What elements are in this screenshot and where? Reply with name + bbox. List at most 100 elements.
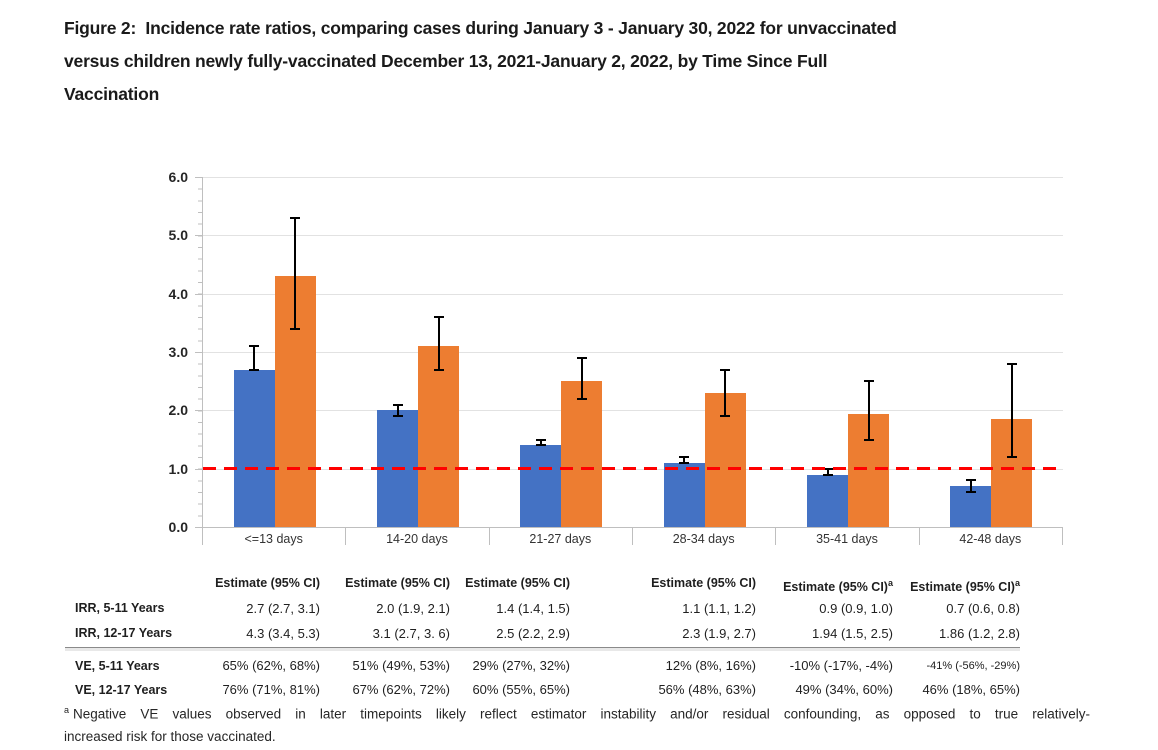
error-bar-cap-top-irr-5-11-years-28-34-days [679,456,690,458]
x-axis-boundary-tick-6 [1062,527,1063,545]
y-gridline-2 [203,410,1063,412]
bar-irr-12-17-years-14-20-days [418,346,459,527]
table-header-estimate-2: Estimate (95% CI) [345,576,450,590]
error-bar-line-irr-12-17-years-13-days [294,217,297,329]
y-tick-label-5.0: 5.0 [168,227,188,244]
y-axis-major-tick-2.0 [195,410,202,412]
table-cell-irr-5-11-years-col-4: 1.1 (1.1, 1.2) [682,601,756,616]
y-tick-label-2.0: 2.0 [168,402,188,419]
table-divider-line [65,647,1020,651]
error-bar-cap-bottom-irr-12-17-years-14-20-days [433,368,444,371]
error-bar-cap-bottom-irr-12-17-years-21-27-days [576,397,587,400]
y-axis-major-tick-6.0 [195,177,202,178]
table-cell-ve-12-17-years-col-6: 46% (18%, 65%) [922,682,1020,697]
x-category-label-14-20-days: 14-20 days [386,532,448,546]
footnote: a Negative VE values observed in later ti… [64,699,1090,748]
bar-irr-5-11-years-13-days [233,369,275,527]
error-bar-line-irr-12-17-years-35-41-days [867,381,870,440]
table-cell-irr-5-11-years-col-6: 0.7 (0.6, 0.8) [946,601,1020,616]
x-axis-boundary-tick-2 [488,527,490,545]
error-bar-cap-top-irr-5-11-years-13-days [249,345,260,348]
table-cell-ve-12-17-years-col-3: 60% (55%, 65%) [472,682,570,697]
error-bar-cap-bottom-irr-5-11-years-35-41-days [822,473,833,476]
error-bar-cap-bottom-irr-12-17-years-13-days [290,327,301,330]
x-axis-ticks [202,527,1063,545]
reference-line-1 [203,467,1063,471]
figure-title-line-3: Vaccination [64,84,160,104]
error-bar-cap-top-irr-12-17-years-13-days [290,216,301,219]
y-tick-label-6.0: 6.0 [168,169,188,185]
error-bar-line-irr-12-17-years-28-34-days [724,369,727,417]
x-axis-boundary-tick-4 [775,527,777,545]
table-cell-ve-5-11-years-col-6: -41% (-56%, -29%) [926,660,1020,672]
error-bar-cap-bottom-irr-12-17-years-42-48-days [1006,456,1017,458]
error-bar-line-irr-5-11-years-14-20-days [396,404,399,417]
header-superscript-a: a [887,578,893,588]
table-cell-irr-5-11-years-col-5: 0.9 (0.9, 1.0) [819,601,893,616]
error-bar-cap-top-irr-5-11-years-42-48-days [965,479,976,482]
bar-irr-12-17-years-21-27-days [561,381,603,527]
footnote-line-1: a Negative VE values observed in later ti… [64,699,1090,726]
figure-title-line-2: versus children newly fully-vaccinated D… [64,51,828,71]
bar-irr-5-11-years-28-34-days [663,462,705,527]
y-axis-major-tick-3.0 [195,352,202,353]
y-tick-label-0.0: 0.0 [168,519,188,535]
y-axis-major-tick-0.0 [195,527,202,528]
error-bar-cap-bottom-irr-12-17-years-35-41-days [863,438,874,441]
y-gridline-4 [203,293,1063,295]
table-cell-ve-5-11-years-col-5: -10% (-17%, -4%) [789,658,893,673]
error-bar-cap-bottom-irr-5-11-years-21-27-days [535,444,546,447]
error-bar-line-irr-5-11-years-13-days [253,346,256,370]
y-axis-ticks [195,177,202,528]
table-header-estimate-1: Estimate (95% CI) [215,576,320,590]
table-cell-irr-12-17-years-col-5: 1.94 (1.5, 2.5) [812,626,893,641]
error-bar-cap-bottom-irr-5-11-years-42-48-days [965,491,976,493]
error-bar-cap-bottom-irr-5-11-years-14-20-days [392,415,403,418]
table-header-estimate-4: Estimate (95% CI) [651,576,756,590]
x-axis-labels: <=13 days 14-20 days 21-27 days 28-34 days 3… [202,531,1062,551]
error-bar-line-irr-5-11-years-21-27-days [539,439,542,446]
table-cell-ve-12-17-years-col-4: 56% (48%, 63%) [658,682,756,697]
table-cell-ve-5-11-years-col-2: 51% (49%, 53%) [352,658,450,673]
y-gridline-6 [203,177,1063,178]
table-row-label-ve-12-17-years: VE, 12-17 Years [75,683,168,697]
error-bar-line-irr-5-11-years-42-48-days [969,480,972,492]
table-cell-ve-5-11-years-col-1: 65% (62%, 68%) [222,658,320,673]
table-row-label-ve-5-11-years: VE, 5-11 Years [75,659,160,673]
figure-title-line-1: Figure 2: Incidence rate ratios, compari… [64,18,897,38]
figure-title: Figure 2: Incidence rate ratios, compari… [64,12,1124,111]
estimates-table: Estimate (95% CI) Estimate (95% CI) Estima… [65,568,1020,702]
y-axis-major-tick-1.0 [195,468,202,470]
y-gridline-5 [203,235,1063,237]
x-category-label-21-27-days: 21-27 days [529,532,592,546]
y-axis-major-tick-4.0 [195,293,202,295]
table-header-spacer [65,568,215,596]
table-header-estimate-6: Estimate (95% CI)a [910,578,1020,595]
y-gridline-3 [203,352,1063,353]
error-bar-cap-top-irr-12-17-years-42-48-days [1006,362,1017,365]
error-bar-cap-top-irr-5-11-years-21-27-days [535,438,546,441]
header-superscript-a: a [1014,578,1020,588]
error-bar-line-irr-12-17-years-21-27-days [580,357,583,399]
table-cell-ve-5-11-years-col-4: 12% (8%, 16%) [665,658,756,673]
bar-irr-5-11-years-21-27-days [520,445,562,527]
table-header-estimate-3: Estimate (95% CI) [465,576,570,590]
x-axis-boundary-tick-3 [632,527,633,545]
y-tick-label-4.0: 4.0 [168,285,188,302]
table-cell-ve-12-17-years-col-5: 49% (34%, 60%) [795,682,893,697]
table-cell-irr-12-17-years-col-1: 4.3 (3.4, 5.3) [246,626,320,641]
table-cell-ve-12-17-years-col-2: 67% (62%, 72%) [352,682,450,697]
footnote-text-line-1: Negative VE values observed in later tim… [73,706,1090,722]
table-row-label-irr-12-17-years: IRR, 12-17 Years [75,626,173,640]
x-category-label-35-41-days: 35-41 days [816,532,878,546]
error-bar-cap-bottom-irr-5-11-years-13-days [249,368,260,371]
error-bar-cap-top-irr-12-17-years-28-34-days [720,368,731,371]
error-bar-cap-bottom-irr-12-17-years-28-34-days [720,415,731,418]
x-category-label-13-days: <=13 days [244,532,303,546]
error-bar-cap-top-irr-12-17-years-21-27-days [576,356,587,359]
error-bar-cap-bottom-irr-5-11-years-28-34-days [679,461,690,464]
table-cell-irr-5-11-years-col-1: 2.7 (2.7, 3.1) [246,601,320,616]
table-cell-irr-5-11-years-col-3: 1.4 (1.4, 1.5) [496,601,570,616]
bar-irr-5-11-years-35-41-days [807,474,848,527]
